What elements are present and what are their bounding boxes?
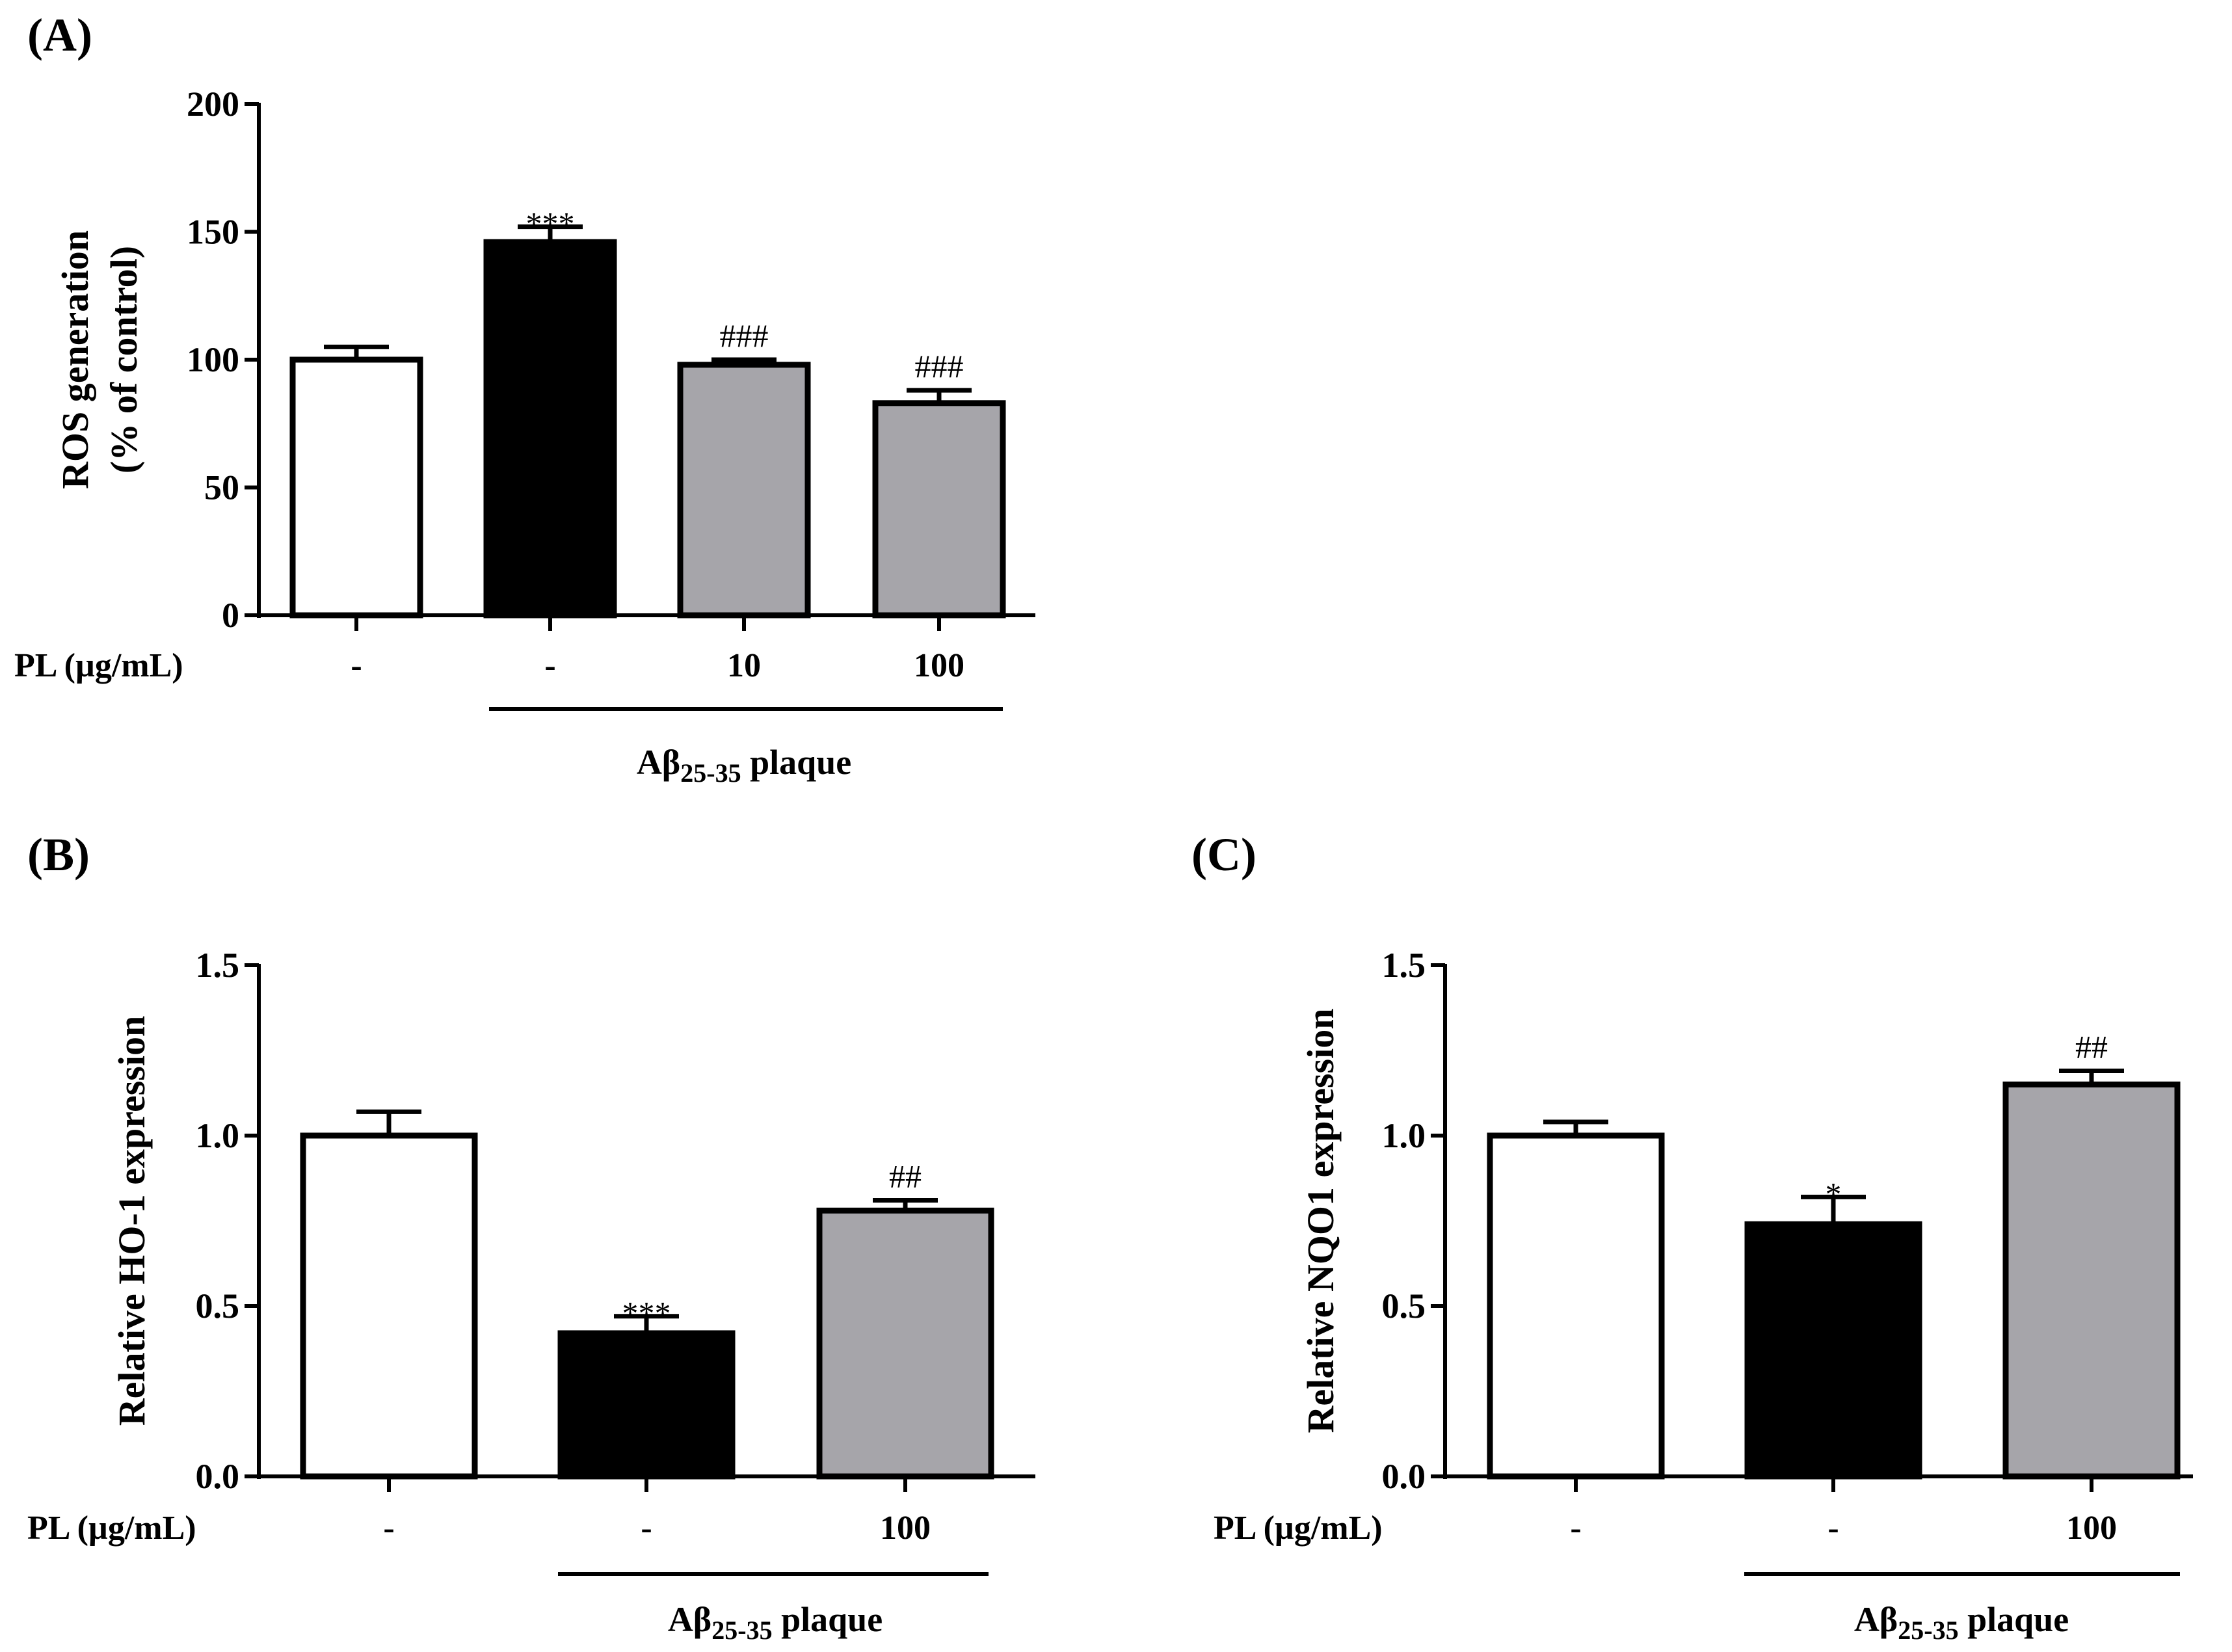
bar [872, 400, 1006, 619]
group-label-main: Aβ [1854, 1600, 1898, 1639]
group-label-tail: plaque [1959, 1600, 2069, 1639]
bar [816, 1207, 994, 1480]
bar [483, 239, 617, 619]
y-tick-label: 0.5 [196, 1286, 240, 1326]
y-axis-title: (% of control) [103, 246, 145, 473]
bar [677, 362, 811, 619]
category-label: - [641, 1510, 652, 1547]
group-label-tail: plaque [773, 1600, 883, 1639]
chart-panel-c: (C) Relative NQO1 expression * ## 0.0 0.5 1.0 1… [1191, 829, 2193, 1645]
y-tick-label: 1.5 [1382, 946, 1426, 985]
y-tick-label: 0.0 [196, 1457, 240, 1496]
bar [300, 1132, 478, 1480]
group-label-main: Aβ [668, 1600, 711, 1639]
category-label: - [1570, 1510, 1581, 1547]
significance-annotation: *** [622, 1295, 671, 1331]
y-tick-label: 50 [204, 468, 239, 507]
category-label: - [351, 647, 362, 684]
significance-annotation: ### [720, 317, 769, 354]
bar [2002, 1081, 2181, 1480]
y-axis-title: Relative HO-1 expression [111, 1016, 153, 1426]
y-axis-title: Relative NQO1 expression [1299, 1009, 1342, 1433]
group-label-tail: plaque [741, 743, 852, 782]
row-label: PL (µg/mL) [14, 647, 183, 684]
y-tick-label: 0 [222, 596, 239, 635]
category-label: 100 [880, 1510, 931, 1547]
y-tick-label: 0.0 [1382, 1457, 1426, 1496]
bar [1744, 1221, 1922, 1480]
significance-annotation: * [1826, 1175, 1842, 1212]
significance-annotation: ## [2075, 1028, 2108, 1065]
y-tick-label: 200 [187, 85, 239, 124]
group-label-main: Aβ [637, 743, 680, 782]
chart-panel-a: (A) ROS generation (% of control) *** ### ###… [14, 9, 1035, 788]
bar [557, 1330, 736, 1480]
row-label: PL (µg/mL) [1214, 1510, 1383, 1547]
category-label: 100 [914, 647, 964, 684]
bar [289, 356, 423, 619]
panel-label: (C) [1191, 829, 1256, 881]
row-label: PL (µg/mL) [27, 1510, 196, 1547]
category-label: - [1827, 1510, 1839, 1547]
chart-panel-b: (B) Relative HO-1 expression *** ## 0.0 0.5 1.… [27, 829, 1035, 1645]
y-axis-title: ROS generation [54, 230, 96, 489]
panel-label: (A) [27, 9, 92, 61]
y-tick-label: 150 [187, 213, 239, 252]
bar [1487, 1132, 1665, 1480]
y-tick-label: 1.0 [196, 1116, 240, 1155]
group-label: Aβ25-35 plaque [668, 1600, 883, 1645]
significance-annotation: ## [889, 1158, 922, 1195]
significance-annotation: *** [526, 206, 575, 242]
y-tick-label: 1.0 [1382, 1116, 1426, 1155]
significance-annotation: ### [915, 348, 964, 384]
category-label: - [544, 647, 555, 684]
y-tick-label: 0.5 [1382, 1286, 1426, 1326]
group-label-subscript: 25-35 [680, 758, 741, 788]
group-label: Aβ25-35 plaque [1854, 1600, 2069, 1645]
group-label-subscript: 25-35 [1898, 1616, 1958, 1645]
group-label: Aβ25-35 plaque [637, 743, 851, 788]
category-label: 100 [2066, 1510, 2117, 1547]
y-tick-label: 1.5 [196, 946, 240, 985]
y-tick-label: 100 [187, 340, 239, 379]
category-label: - [383, 1510, 394, 1547]
group-label-subscript: 25-35 [711, 1616, 772, 1645]
category-label: 10 [727, 647, 761, 684]
panel-label: (B) [27, 829, 90, 881]
